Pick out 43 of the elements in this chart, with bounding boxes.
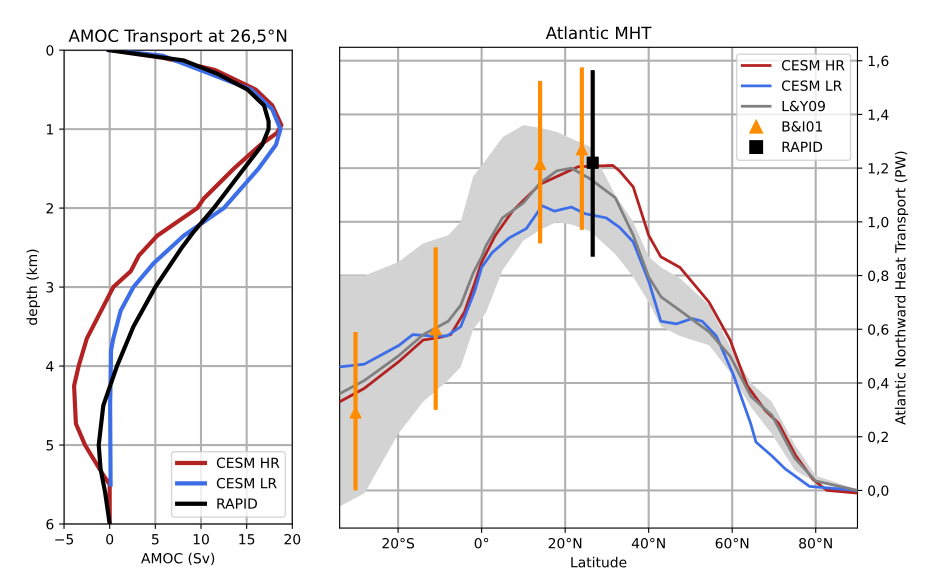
x-tick-label: 20: [284, 534, 300, 544]
x-axis-title: Latitude: [571, 556, 626, 568]
legend-label: CESM LR: [216, 478, 277, 488]
y-tick-label: 0: [46, 45, 54, 56]
y-tick-label: 2: [46, 203, 53, 214]
y-tick-label: 1: [47, 124, 54, 134]
y-tick-label: 0,8: [868, 270, 888, 282]
x-tick-label: 0: [106, 534, 114, 544]
y-tick-label: 6: [46, 518, 54, 530]
x-tick-label: 40°N: [632, 538, 665, 548]
x-tick-label: −5: [55, 534, 74, 544]
x-axis-title: AMOC (Sv): [141, 552, 214, 566]
x-tick-label: 0°: [474, 538, 488, 548]
y-tick-label: 1,0: [868, 216, 888, 229]
chart-title: Atlantic MHT: [546, 26, 652, 40]
y-tick-label: 0,4: [868, 378, 889, 390]
y-tick-label: 0,6: [868, 324, 888, 336]
y-tick-label: 1,6: [868, 56, 888, 68]
y-axis-title: Atlantic Northward Heat Transport (PW): [894, 152, 908, 425]
x-tick-label: 20°S: [382, 538, 414, 548]
x-tick-label: 20°N: [548, 538, 582, 548]
legend-label: CESM HR: [782, 60, 845, 71]
y-tick-label: 5: [46, 440, 54, 451]
point: [586, 156, 599, 169]
y-tick-label: 1,2: [868, 163, 888, 176]
legend-label: RAPID: [782, 142, 822, 152]
legend-label: L&Y09: [782, 100, 825, 112]
y-tick-label: 0,2: [868, 432, 888, 444]
y-axis-title: depth (km): [26, 250, 40, 325]
x-tick-label: 60°N: [716, 538, 748, 548]
x-tick-label: 5: [152, 534, 159, 544]
y-tick-label: 4: [46, 361, 54, 372]
y-tick-label: 0,0: [868, 485, 888, 498]
x-tick-label: 80°N: [799, 538, 832, 548]
legend-label: B&I01: [782, 121, 822, 132]
y-tick-label: 1,4: [868, 110, 889, 122]
chart-title: AMOC Transport at 26,5°N: [68, 29, 286, 46]
x-tick-label: 10: [194, 534, 209, 544]
legend-label: RAPID: [217, 498, 257, 509]
legend-label: CESM HR: [216, 458, 280, 468]
legend-label: CESM LR: [782, 80, 842, 91]
x-tick-label: 15: [239, 534, 254, 544]
y-tick-label: 3: [46, 282, 54, 293]
